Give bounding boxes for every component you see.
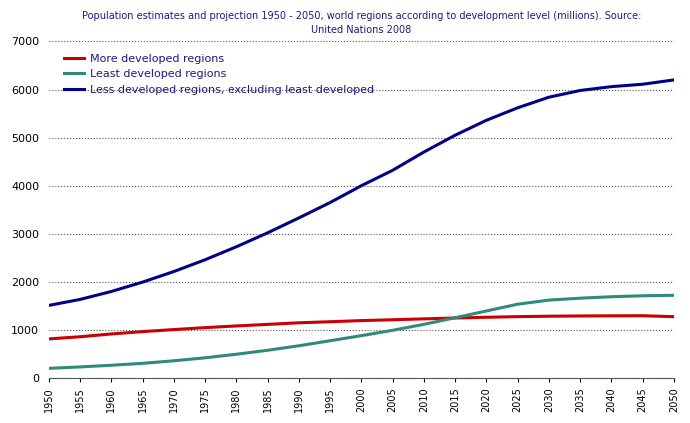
Title: Population estimates and projection 1950 - 2050, world regions according to deve: Population estimates and projection 1950… [81,11,641,35]
Legend: More developed regions, Least developed regions, Less developed regions, excludi: More developed regions, Least developed … [61,50,377,98]
